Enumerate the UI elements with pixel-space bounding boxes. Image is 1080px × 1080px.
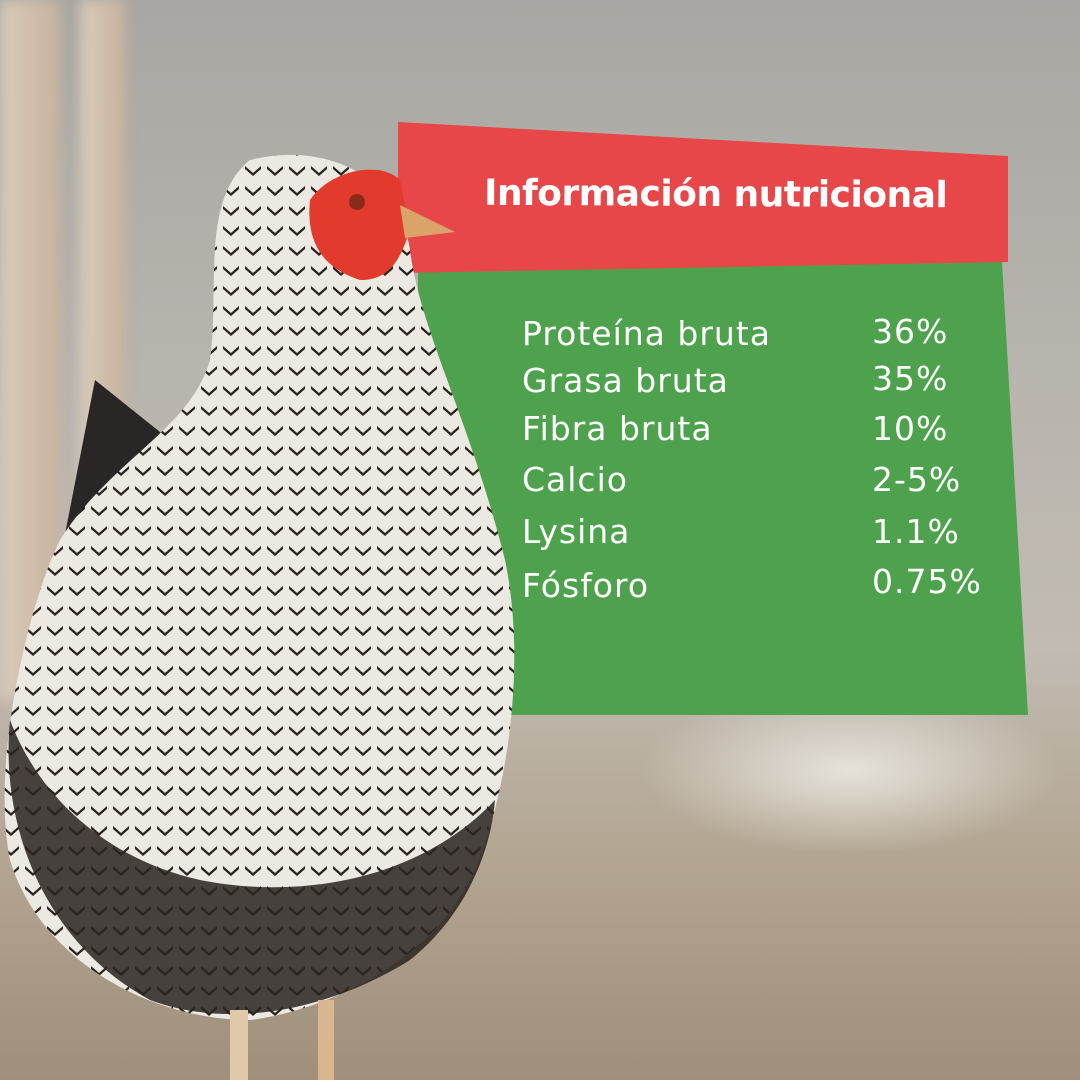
hen-leg <box>318 1000 334 1080</box>
nutrient-value: 0.75% <box>872 562 982 601</box>
nutrient-label: Lysina <box>522 512 631 551</box>
nutrient-label: Grasa bruta <box>522 361 729 400</box>
nutrient-label: Calcio <box>522 460 628 499</box>
red-title-banner <box>398 122 1008 273</box>
hen-beak <box>400 205 455 238</box>
nutrient-value: 36% <box>872 312 949 351</box>
green-panel <box>418 262 1028 715</box>
nutrient-label: Fibra bruta <box>522 409 713 448</box>
nutrient-label: Fósforo <box>522 566 650 605</box>
hen-comb-wattle <box>309 169 410 280</box>
hen-underbelly <box>8 720 496 1015</box>
nutrient-value: 2-5% <box>872 460 962 499</box>
nutrient-value: 1.1% <box>872 512 960 551</box>
nutrient-value: 35% <box>872 359 949 398</box>
hen-body <box>4 154 515 1020</box>
hen-eye <box>349 194 365 210</box>
hen-leg <box>230 1010 248 1080</box>
nutrient-label: Proteína bruta <box>522 314 771 353</box>
nutrient-value: 10% <box>872 409 949 448</box>
